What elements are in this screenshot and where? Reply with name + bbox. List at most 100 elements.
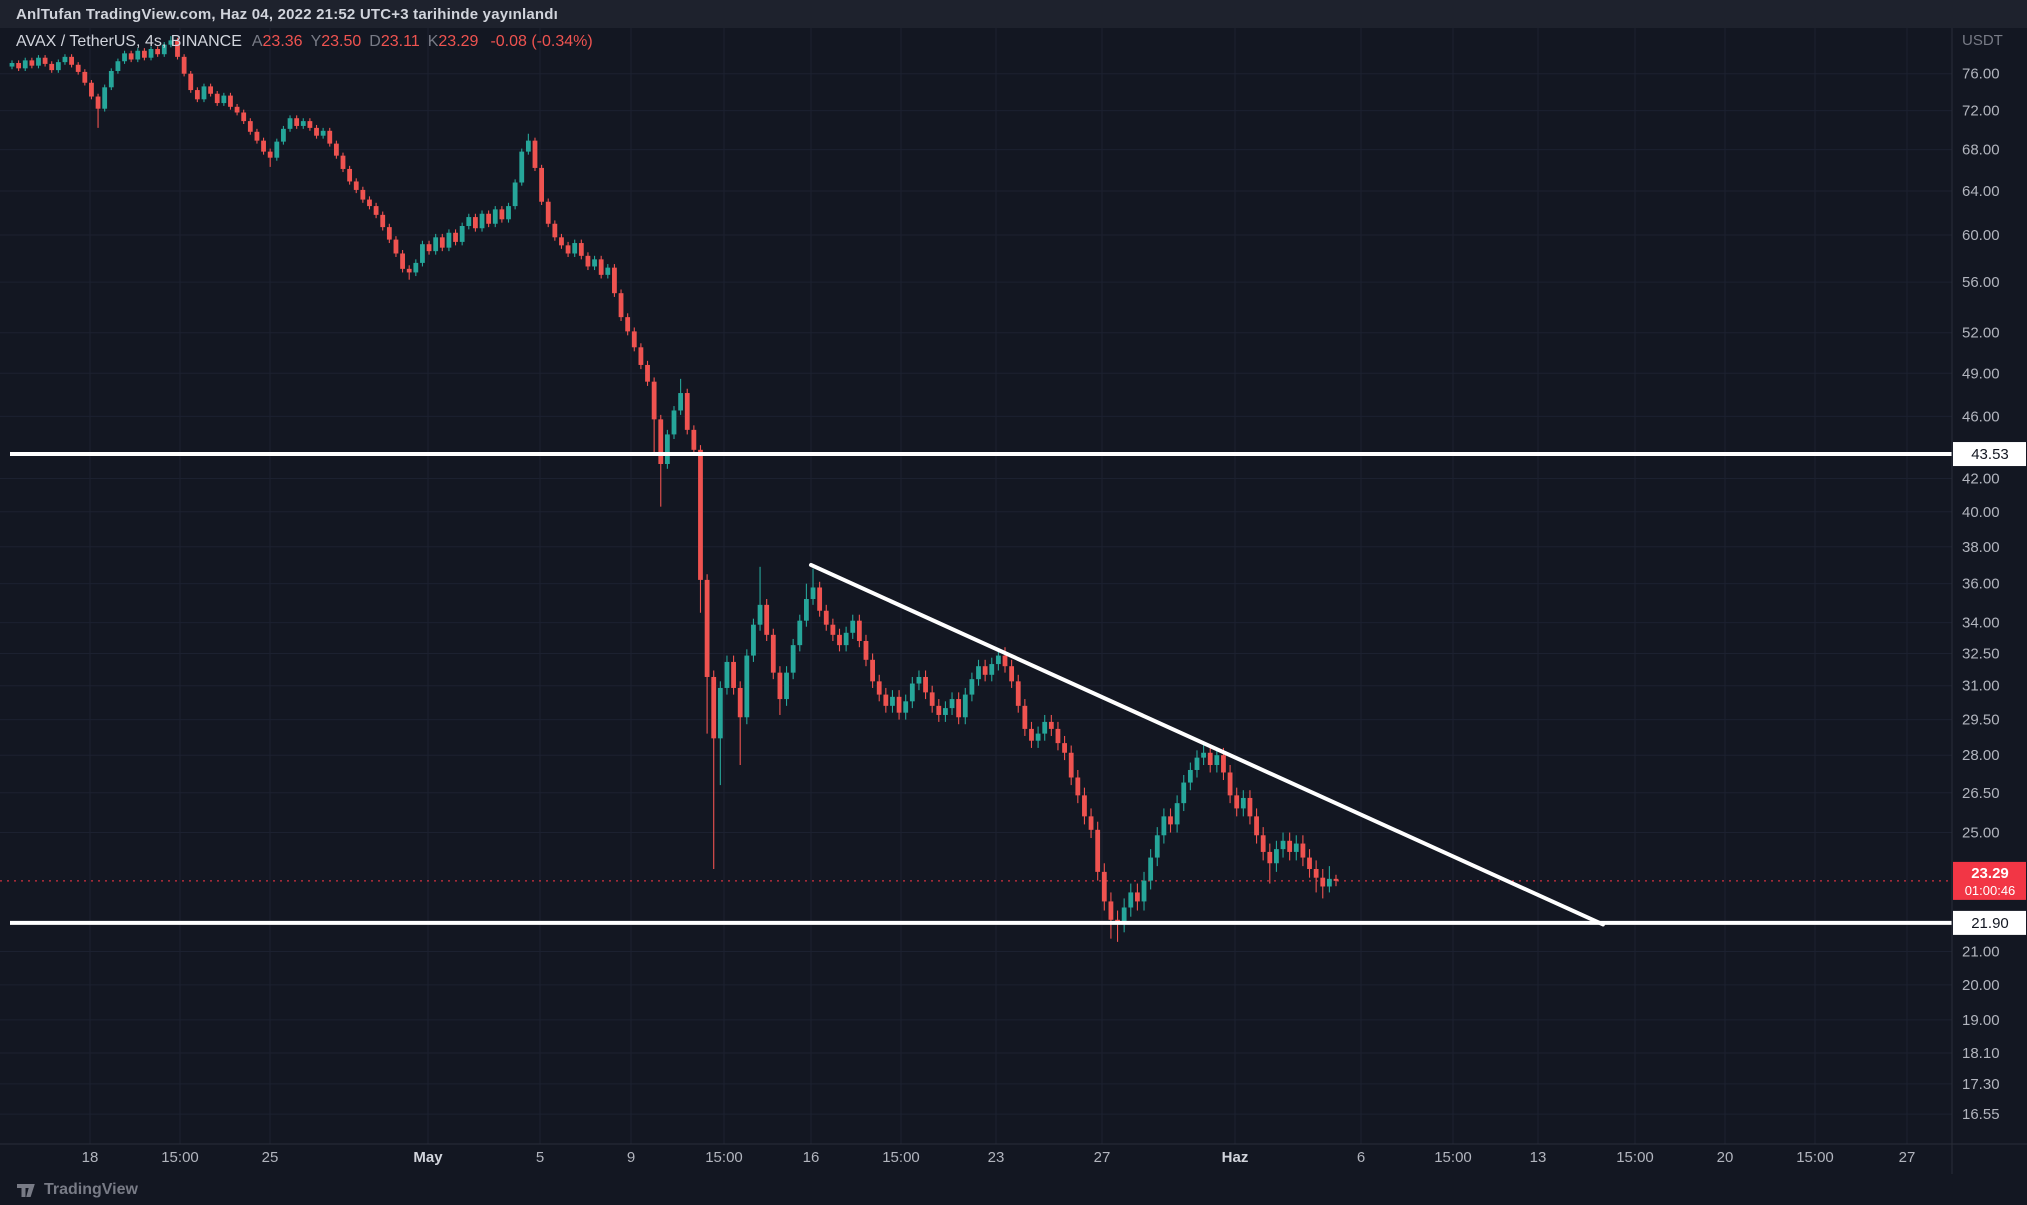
time-tick-label: 15:00 [705, 1149, 743, 1166]
chart-canvas[interactable]: USDT 76.00 72.00 68.00 64.00 60.00 56.00 52.00 4… [0, 28, 2027, 1174]
publish-text: AnlTufan TradingView.com, Haz 04, 2022 2… [16, 5, 559, 23]
candle-body [1015, 681, 1021, 706]
candle-body [592, 259, 597, 267]
price-tick-label: 20.00 [1962, 977, 2000, 994]
time-tick-label: 25 [262, 1149, 279, 1166]
candle-body [1035, 733, 1041, 741]
candle-body [108, 71, 114, 88]
candle-body [956, 699, 962, 718]
candle-body [1121, 907, 1127, 923]
candle-body [737, 687, 743, 718]
candle-body [479, 213, 485, 229]
publish-bar: AnlTufan TradingView.com, Haz 04, 2022 2… [0, 0, 2027, 28]
candle-body [837, 634, 842, 646]
candle-body [1148, 857, 1154, 881]
candle-body [1048, 721, 1054, 729]
candle-body [473, 217, 478, 229]
candle-body [784, 672, 789, 700]
last-price-value: 23.29 [1971, 865, 2009, 882]
candle-body [247, 121, 253, 132]
candle-body [863, 640, 869, 660]
candle-body [929, 692, 935, 706]
candle-body [122, 53, 127, 62]
candle-body [1168, 816, 1173, 825]
close-value: 23.29 [438, 33, 479, 50]
candle-body [804, 599, 809, 621]
candle-body [49, 63, 55, 71]
candle-body [393, 239, 399, 254]
candle-body [1174, 803, 1180, 825]
candle-body [241, 112, 247, 122]
price-tick-label: 16.55 [1962, 1106, 2000, 1123]
candle-body [1201, 752, 1206, 758]
candle-body [1313, 868, 1319, 878]
change-value: -0.08 (-0.34%) [490, 33, 593, 50]
candle-body [1274, 849, 1279, 864]
tradingview-logo[interactable]: TradingView [16, 1180, 138, 1200]
candle-body [698, 449, 703, 580]
time-axis[interactable]: 18 15:00 25 May 5 9 15:00 16 15:00 23 27 Haz 6 15:00 1… [82, 1149, 1916, 1166]
candle-body [969, 679, 975, 695]
candle-body [691, 429, 697, 450]
candle-body [1161, 816, 1167, 836]
candle-body [625, 317, 631, 332]
candle-body [1320, 877, 1326, 887]
time-tick-label: Haz [1222, 1149, 1249, 1166]
candle-body [936, 705, 942, 715]
price-tick-label: 34.00 [1962, 615, 2000, 632]
price-tick-label: 38.00 [1962, 539, 2000, 556]
symbol-title[interactable]: AVAX / TetherUS, 4s, BINANCE [16, 33, 242, 50]
candle-body [29, 60, 35, 66]
price-line-label: 43.53 [1971, 446, 2009, 463]
trendline[interactable] [809, 562, 1605, 927]
candle-body [810, 587, 816, 600]
candle-body [89, 82, 94, 97]
candle-body [433, 237, 439, 252]
candle-body [830, 624, 836, 635]
price-tick-label: 56.00 [1962, 274, 2000, 291]
price-tick-label: 28.00 [1962, 747, 2000, 764]
candle-body [923, 676, 928, 693]
price-line-label-box [1953, 442, 2026, 467]
candle-body [128, 53, 134, 60]
price-axis[interactable]: USDT 76.00 72.00 68.00 64.00 60.00 56.00 52.00 4… [1953, 32, 2026, 1123]
candle-body [1101, 871, 1107, 902]
candle-body [751, 624, 756, 656]
candle-body [274, 141, 280, 158]
time-tick-label: 27 [1094, 1149, 1111, 1166]
open-label: A [251, 33, 263, 50]
candle-body [142, 50, 147, 58]
candle-body [982, 666, 988, 675]
time-tick-label: 15:00 [1796, 1149, 1834, 1166]
candle-body [539, 167, 544, 202]
candle-body [168, 40, 174, 45]
candle-body [1333, 878, 1339, 881]
candle-body [1002, 655, 1008, 667]
candle-body [102, 87, 108, 109]
candle-body [1214, 755, 1220, 766]
high-value: 23.50 [321, 33, 362, 50]
price-tick-label: 32.50 [1962, 645, 2000, 662]
candle-body [1307, 857, 1312, 869]
candle-body [1267, 851, 1273, 864]
candle-body [201, 86, 207, 100]
candle-body [870, 659, 875, 682]
candle-body [962, 694, 968, 718]
countdown-timer: 01:00:46 [1965, 883, 2016, 898]
time-tick-label: 15:00 [1434, 1149, 1472, 1166]
candle-body [1055, 728, 1061, 744]
candle-body [155, 49, 161, 55]
candle-body [135, 50, 141, 60]
candle-body [492, 209, 498, 224]
candle-body [1068, 752, 1074, 778]
candle-body [281, 128, 286, 142]
candle-body [916, 676, 922, 684]
high-pair: Y 23.50 [311, 33, 362, 51]
candle-body [175, 40, 180, 57]
candle-body [1247, 797, 1253, 817]
time-tick-label: 20 [1717, 1149, 1734, 1166]
candle-body [764, 604, 770, 635]
candle-body [638, 347, 644, 365]
chart-legend[interactable]: AVAX / TetherUS, 4s, BINANCE A 23.36 Y 23.… [16, 33, 593, 51]
price-tick-label: 26.50 [1962, 785, 2000, 802]
